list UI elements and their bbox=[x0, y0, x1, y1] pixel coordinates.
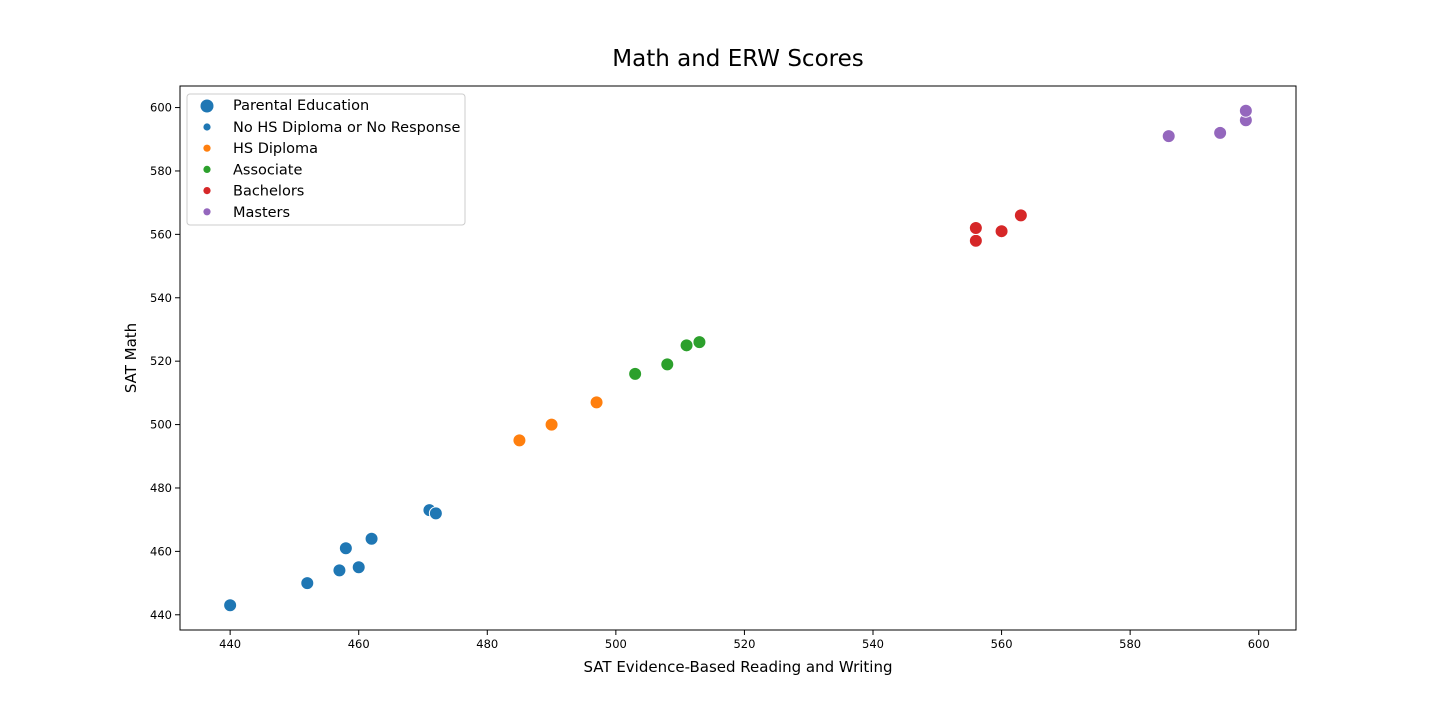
data-point bbox=[544, 417, 559, 432]
x-tick-label: 580 bbox=[1119, 637, 1141, 651]
x-tick-label: 500 bbox=[605, 637, 627, 651]
legend-marker bbox=[203, 208, 211, 216]
data-point bbox=[338, 541, 353, 556]
data-point bbox=[364, 531, 379, 546]
data-point bbox=[351, 560, 366, 575]
data-point bbox=[692, 335, 707, 350]
data-point bbox=[1213, 125, 1228, 140]
x-axis-label: SAT Evidence-Based Reading and Writing bbox=[584, 658, 893, 676]
x-tick-label: 460 bbox=[348, 637, 370, 651]
legend-entry: Masters bbox=[233, 205, 290, 221]
legend-frame bbox=[186, 93, 466, 226]
data-point bbox=[628, 366, 643, 381]
x-axis: 440 460 480 500 520 540 560 580 600 bbox=[219, 630, 1270, 651]
y-tick-label: 580 bbox=[150, 164, 172, 178]
legend-entry: HS Diploma bbox=[233, 141, 318, 157]
chart-title: Math and ERW Scores bbox=[612, 46, 863, 72]
x-tick-label: 600 bbox=[1248, 637, 1270, 651]
data-point bbox=[223, 598, 238, 613]
y-tick-label: 560 bbox=[150, 227, 172, 241]
legend-title-marker bbox=[200, 99, 214, 113]
x-tick-label: 520 bbox=[733, 637, 755, 651]
legend: Parental Education No HS Diploma or No R… bbox=[186, 93, 466, 226]
legend-marker bbox=[203, 144, 211, 152]
data-point bbox=[332, 563, 347, 578]
legend-entry: Associate bbox=[233, 162, 302, 178]
data-point bbox=[428, 506, 443, 521]
data-point bbox=[994, 224, 1009, 239]
data-point bbox=[300, 576, 315, 591]
x-tick-label: 560 bbox=[991, 637, 1013, 651]
legend-entry: No HS Diploma or No Response bbox=[233, 120, 460, 136]
data-point bbox=[512, 433, 527, 448]
y-tick-label: 520 bbox=[150, 354, 172, 368]
legend-title: Parental Education bbox=[233, 98, 369, 114]
data-point bbox=[1161, 129, 1176, 144]
x-tick-label: 440 bbox=[219, 637, 241, 651]
data-point bbox=[968, 221, 983, 236]
data-point bbox=[1238, 103, 1253, 118]
x-tick-label: 540 bbox=[862, 637, 884, 651]
y-axis-label: SAT Math bbox=[122, 323, 140, 393]
y-tick-label: 500 bbox=[150, 418, 172, 432]
legend-marker bbox=[203, 123, 211, 131]
plot-area bbox=[179, 85, 1297, 631]
legend-marker bbox=[203, 187, 211, 195]
x-tick-label: 480 bbox=[476, 637, 498, 651]
data-point bbox=[679, 338, 694, 353]
y-tick-label: 460 bbox=[150, 544, 172, 558]
data-points bbox=[223, 103, 1253, 613]
legend-entry: Bachelors bbox=[233, 184, 304, 200]
y-axis: 440 460 480 500 520 540 560 580 600 bbox=[150, 101, 180, 622]
y-tick-label: 440 bbox=[150, 608, 172, 622]
data-point bbox=[589, 395, 604, 410]
data-point bbox=[660, 357, 675, 372]
y-tick-label: 540 bbox=[150, 291, 172, 305]
legend-marker bbox=[203, 165, 211, 173]
data-point bbox=[1013, 208, 1028, 223]
y-tick-label: 600 bbox=[150, 101, 172, 115]
data-point bbox=[968, 233, 983, 248]
y-tick-label: 480 bbox=[150, 481, 172, 495]
